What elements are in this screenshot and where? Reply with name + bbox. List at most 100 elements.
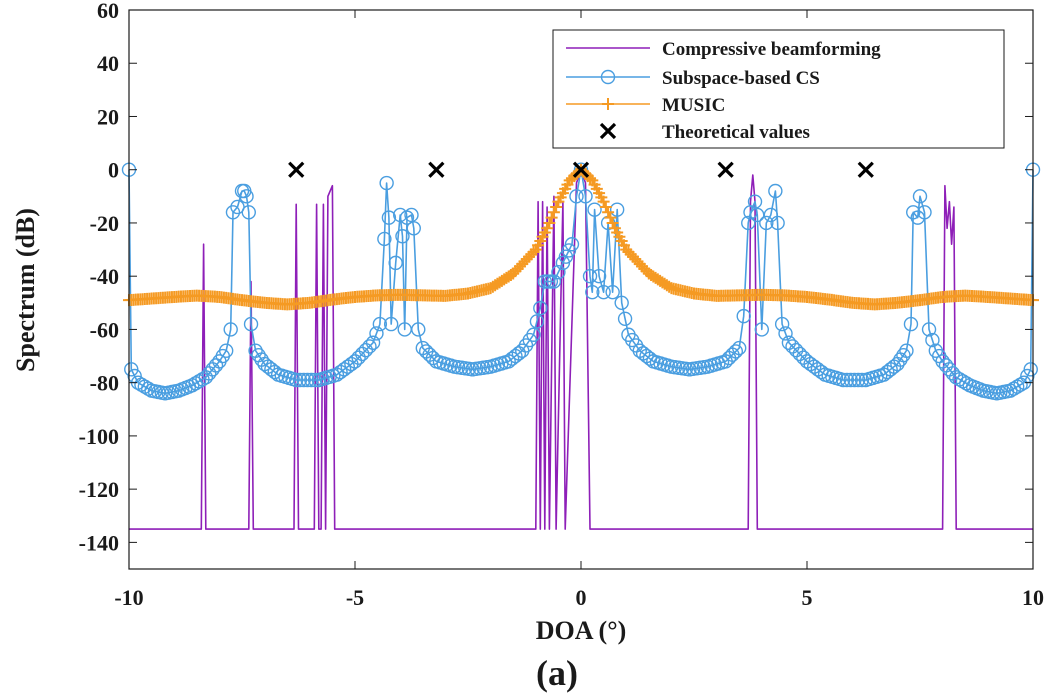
figure-caption: (a) [536, 653, 578, 693]
y-axis-ticks: -140 -120 -100 -80 -60 -40 -20 0 20 40 60 [79, 0, 1033, 555]
series-1 [129, 168, 1033, 530]
data-point [778, 326, 793, 341]
data-point [393, 207, 408, 223]
data-point [736, 308, 751, 324]
x-tick-label: 5 [802, 585, 813, 610]
data-point [591, 268, 607, 284]
data-point [526, 327, 541, 342]
data-point [351, 350, 366, 365]
data-point [388, 255, 403, 271]
data-point [572, 161, 590, 178]
data-point [582, 268, 598, 284]
data-point [587, 202, 602, 217]
data-point [810, 362, 826, 377]
data-point [599, 200, 612, 213]
data-point [1009, 379, 1025, 394]
y-tick-label: -60 [90, 317, 119, 342]
data-point [141, 381, 156, 396]
data-point [551, 264, 566, 280]
data-point [774, 316, 790, 332]
data-point [585, 284, 600, 300]
x-axis-ticks: -10 -5 0 5 10 [114, 10, 1044, 610]
data-point [527, 245, 540, 258]
data-point [533, 300, 548, 316]
data-point [124, 362, 139, 377]
data-point [847, 372, 862, 388]
data-point [614, 295, 629, 311]
data-point [768, 183, 783, 199]
data-point [347, 354, 363, 369]
data-point [541, 222, 554, 235]
data-point [355, 346, 370, 362]
data-point [843, 372, 858, 388]
data-point [912, 189, 928, 204]
data-point [340, 359, 355, 374]
legend-swatch-marker [602, 98, 614, 110]
data-point [597, 195, 610, 208]
data-point [602, 206, 615, 219]
data-point [759, 215, 774, 231]
data-point [545, 211, 558, 224]
data-point [851, 372, 866, 388]
data-point [835, 372, 851, 388]
data-point [529, 314, 545, 329]
data-point [304, 372, 319, 388]
data-point [239, 189, 254, 204]
data-point [223, 322, 238, 337]
data-point [807, 359, 822, 374]
data-point [564, 237, 580, 252]
data-point [785, 339, 800, 354]
data-point [569, 189, 584, 204]
legend-label: MUSIC [662, 95, 725, 116]
data-point [604, 211, 617, 224]
data-point [288, 161, 305, 178]
series-4 [288, 161, 874, 178]
data-point [379, 175, 394, 191]
data-point [333, 364, 348, 380]
x-tick-label: 0 [576, 585, 587, 610]
legend: Compressive beamforming Subspace-based CS… [552, 29, 1005, 149]
data-point [921, 322, 937, 337]
data-point [208, 358, 224, 373]
legend-label: Theoretical values [662, 122, 810, 143]
data-point [605, 284, 620, 300]
legend-label: Subspace-based CS [662, 68, 820, 89]
data-point [792, 346, 807, 362]
y-tick-label: 0 [108, 158, 119, 183]
y-tick-label: -80 [90, 371, 119, 396]
data-point [289, 372, 304, 388]
series-line [129, 168, 1033, 530]
data-point [606, 216, 619, 229]
data-point [395, 229, 410, 244]
x-tick-label: -5 [346, 585, 364, 610]
data-point [406, 221, 421, 236]
y-tick-label: -40 [90, 264, 119, 289]
data-point [803, 356, 818, 372]
data-point [292, 372, 308, 388]
data-point [741, 215, 756, 231]
x-axis-title: DOA (°) [536, 616, 627, 645]
data-point [584, 172, 597, 185]
data-point [617, 311, 633, 326]
data-point [365, 335, 381, 350]
data-point [799, 354, 815, 369]
legend-label: Compressive beamforming [662, 39, 881, 60]
data-point [781, 335, 797, 350]
x-tick-label: -10 [114, 585, 143, 610]
data-point [596, 284, 611, 300]
data-point [609, 202, 625, 217]
data-point [925, 332, 940, 348]
data-point [543, 216, 556, 229]
data-point [377, 231, 392, 247]
data-point [839, 372, 855, 388]
y-tick-label: 40 [97, 51, 119, 76]
series-3 [123, 163, 1039, 311]
data-point [754, 322, 769, 337]
data-point [728, 344, 744, 359]
data-point [903, 316, 919, 332]
data-point [411, 322, 426, 337]
data-point [225, 205, 241, 220]
y-axis-title: Spectrum (dB) [11, 208, 40, 372]
x-tick-label: 10 [1022, 585, 1044, 610]
